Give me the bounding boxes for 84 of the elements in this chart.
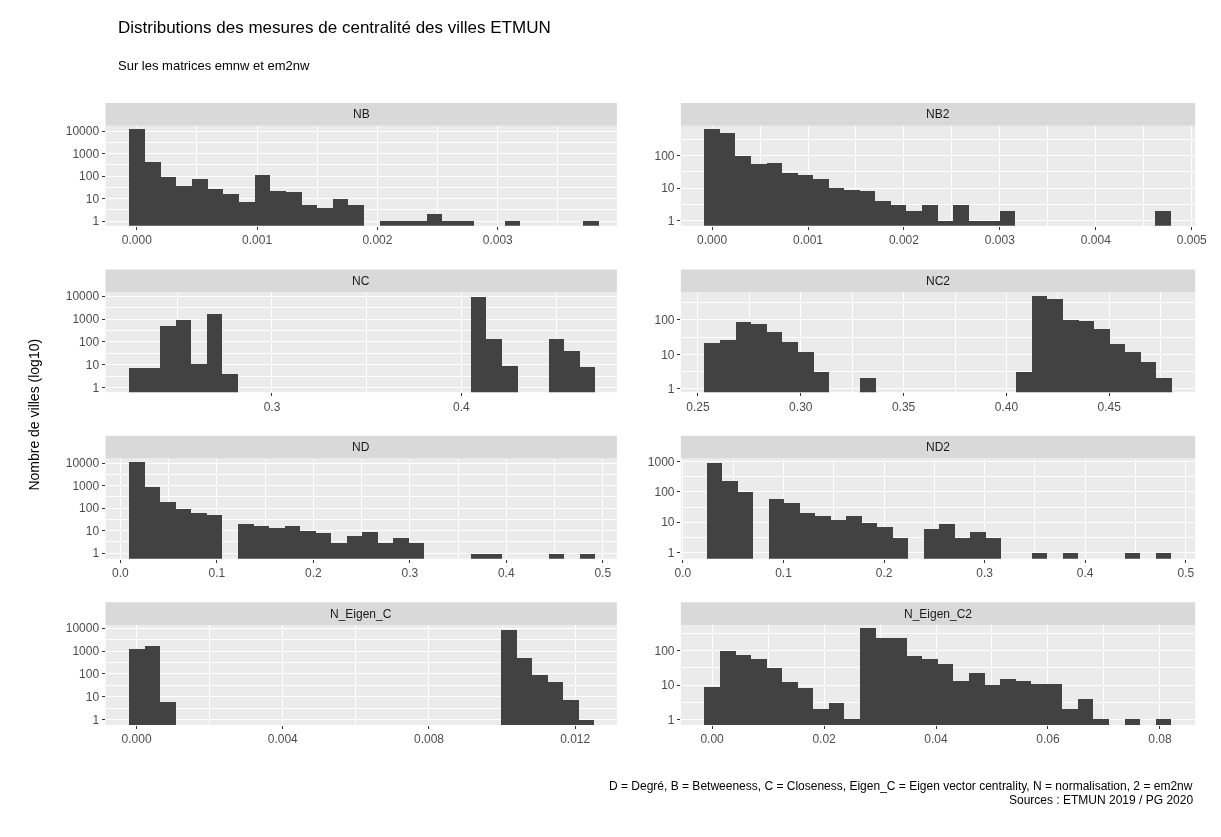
x-tick-label: 0.5 [594, 566, 612, 581]
chart-title: ND [352, 440, 370, 454]
x-tick-label: 0.004 [267, 732, 299, 747]
chart-title: NB2 [926, 107, 950, 121]
x-tick-label: 0.001 [793, 233, 824, 248]
x-tick-label: 0.30 [789, 399, 813, 414]
text: D = Degré, B = Betweeness, C = Closeness, Eigen_C = Eigen vector centrality, N = normalisation, 2 = em2nw [609, 779, 1193, 793]
y-tick-label: 1 [667, 382, 675, 397]
x-tick-label: 0.003 [482, 233, 514, 248]
y-tick-label: 1 [92, 380, 100, 395]
x-tick-label: 0.001 [242, 233, 273, 248]
y-tick-label: 10 [661, 515, 675, 530]
x-tick-label: 0.000 [121, 732, 152, 747]
x-tick-label: 0.002 [888, 233, 920, 248]
x-tick-label: 0.002 [362, 233, 393, 248]
x-tick-label: 0.4 [1076, 566, 1094, 581]
x-tick-label: 0.04 [924, 732, 949, 747]
x-tick-label: 0.2 [875, 566, 893, 581]
chart-title: NC [352, 274, 370, 288]
text: Nombre de villes (log10) [25, 338, 42, 491]
y-tick-label: 10 [85, 191, 100, 206]
x-tick-label: 0.45 [1097, 399, 1122, 414]
y-tick-label: 1 [92, 546, 100, 561]
y-tick-label: 10000 [65, 124, 100, 139]
y-tick-label: 1 [667, 712, 675, 727]
chart-title: ND2 [926, 440, 951, 454]
y-tick-label: 1000 [72, 312, 100, 327]
y-tick-label: 10000 [65, 289, 100, 304]
x-tick-label: 0.08 [1148, 732, 1172, 747]
x-tick-label: 0.00 [700, 732, 725, 747]
x-tick-label: 0.3 [976, 566, 994, 581]
y-tick-label: 100 [654, 148, 675, 163]
y-tick-label: 10000 [65, 456, 100, 471]
chart-title: NC2 [926, 274, 951, 288]
x-tick-label: 0.4 [497, 566, 515, 581]
x-tick-label: 0.25 [686, 399, 710, 414]
y-tick-label: 10 [85, 689, 100, 704]
y-tick-label: 1 [92, 712, 100, 727]
x-tick-label: 0.003 [984, 233, 1016, 248]
x-tick-label: 0.1 [208, 566, 226, 581]
y-tick-label: 100 [654, 313, 675, 328]
x-tick-label: 0.005 [1176, 233, 1208, 248]
x-tick-label: 0.004 [1080, 233, 1112, 248]
x-tick-label: 0.0 [674, 566, 692, 581]
chart-title: NB [353, 107, 370, 121]
y-tick-label: 1 [667, 545, 675, 560]
y-tick-label: 100 [79, 335, 100, 350]
x-tick-label: 0.5 [1177, 566, 1195, 581]
y-tick-label: 1000 [72, 478, 100, 493]
text: Distributions des mesures de centralité des villes ETMUN [118, 18, 551, 37]
y-tick-label: 10 [661, 181, 675, 196]
chart-title: N_Eigen_C2 [904, 607, 973, 621]
x-tick-label: 0.0 [112, 566, 130, 581]
y-tick-label: 100 [79, 501, 100, 516]
y-tick-label: 100 [79, 169, 100, 184]
x-tick-label: 0.000 [121, 233, 153, 248]
chart-title: N_Eigen_C [330, 607, 392, 621]
x-tick-label: 0.4 [453, 399, 471, 414]
y-tick-label: 10 [85, 523, 100, 538]
y-tick-label: 1000 [72, 644, 100, 659]
x-tick-label: 0.3 [263, 399, 281, 414]
y-tick-label: 100 [654, 643, 675, 658]
x-tick-label: 0.35 [891, 399, 916, 414]
y-tick-label: 10 [85, 357, 100, 372]
y-tick-label: 10 [661, 678, 675, 693]
x-tick-label: 0.06 [1036, 732, 1060, 747]
y-tick-label: 1000 [72, 146, 100, 161]
x-tick-label: 0.2 [304, 566, 322, 581]
x-tick-label: 0.000 [697, 233, 728, 248]
y-tick-label: 100 [654, 485, 675, 500]
y-tick-label: 1000 [647, 454, 675, 469]
y-tick-label: 10000 [65, 621, 100, 636]
x-tick-label: 0.012 [560, 732, 591, 747]
y-tick-label: 1 [667, 213, 675, 228]
y-tick-label: 10 [661, 347, 675, 362]
x-tick-label: 0.3 [401, 566, 419, 581]
source-note: Sources : ETMUN 2019 / PG 2020 [1009, 793, 1194, 807]
y-tick-label: 1 [92, 214, 100, 229]
y-tick-label: 100 [79, 667, 100, 682]
x-tick-label: 0.02 [812, 732, 837, 747]
x-tick-label: 0.1 [775, 566, 793, 581]
x-tick-label: 0.008 [413, 732, 445, 747]
x-tick-label: 0.40 [994, 399, 1019, 414]
text: Sur les matrices emnw et em2nw [118, 58, 311, 73]
